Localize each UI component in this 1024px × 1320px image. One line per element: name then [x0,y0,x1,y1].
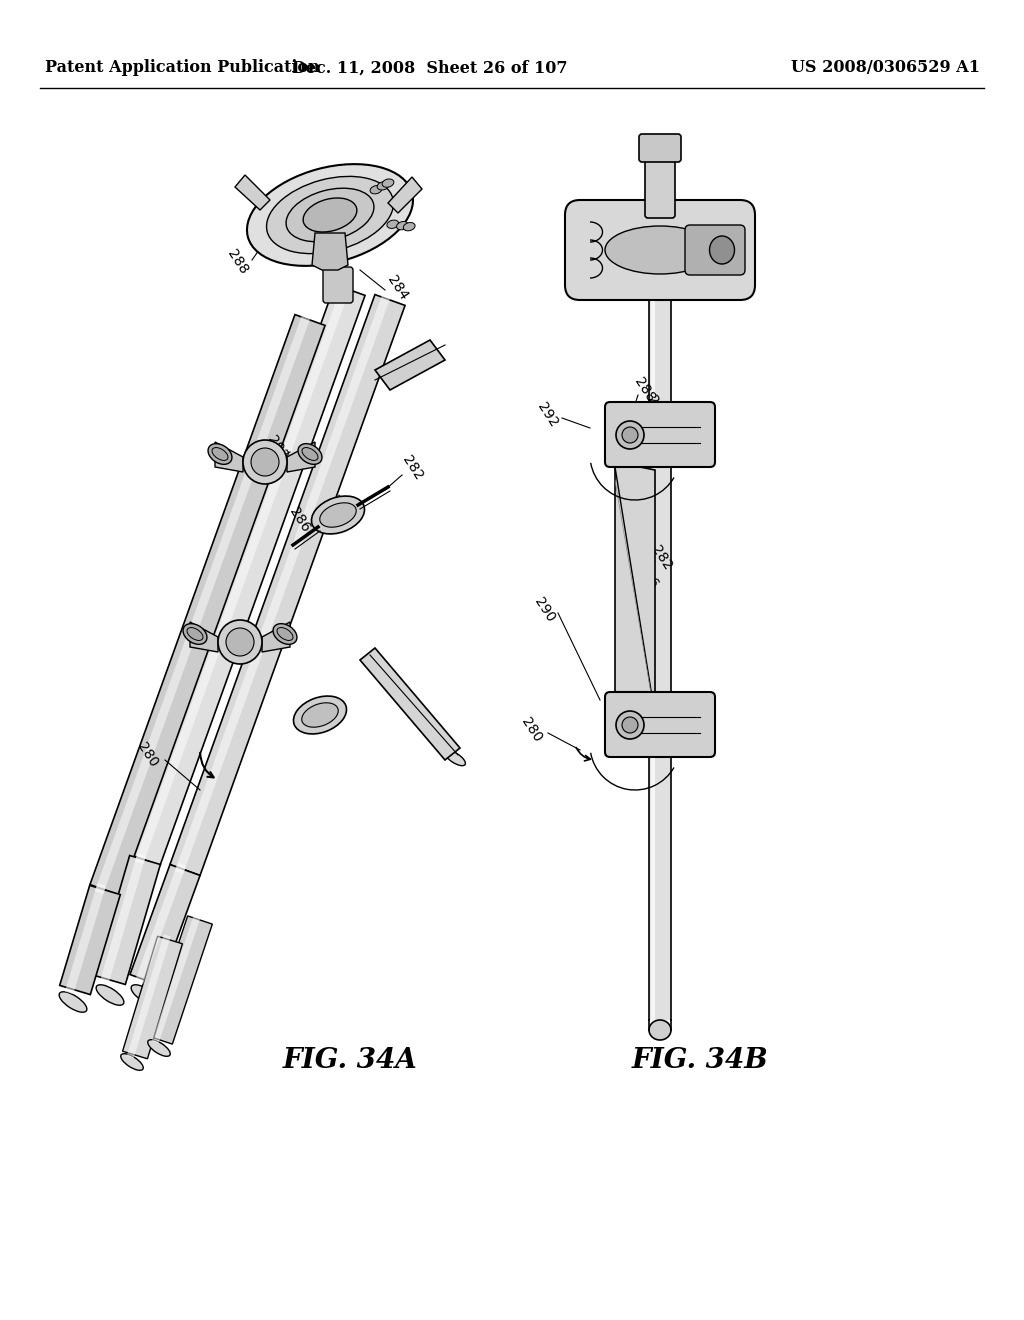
Ellipse shape [303,198,357,232]
Polygon shape [312,234,348,271]
Polygon shape [388,177,422,213]
Circle shape [616,421,644,449]
Ellipse shape [370,186,382,194]
Text: FIG. 34B: FIG. 34B [632,1047,768,1073]
Text: FIG. 34A: FIG. 34A [283,1047,418,1073]
Ellipse shape [286,189,374,242]
Text: 282: 282 [400,453,426,483]
Ellipse shape [387,220,398,228]
Polygon shape [234,176,270,210]
Ellipse shape [311,496,365,535]
Polygon shape [287,442,315,473]
Ellipse shape [302,447,318,461]
Ellipse shape [212,447,228,461]
Circle shape [622,426,638,444]
Text: 292: 292 [535,400,561,430]
Text: 292: 292 [265,433,291,463]
Circle shape [243,440,287,484]
Ellipse shape [444,750,465,766]
Text: 282: 282 [649,543,675,573]
Circle shape [616,711,644,739]
Ellipse shape [96,985,124,1006]
Ellipse shape [208,444,232,465]
Ellipse shape [273,623,297,644]
Text: 286: 286 [635,561,662,591]
Ellipse shape [396,222,409,230]
Ellipse shape [131,985,159,1006]
FancyBboxPatch shape [323,267,353,304]
Text: 284: 284 [385,273,411,302]
Circle shape [251,447,279,477]
Text: 280: 280 [519,715,545,744]
Text: US 2008/0306529 A1: US 2008/0306529 A1 [791,59,980,77]
FancyBboxPatch shape [605,403,715,467]
FancyBboxPatch shape [605,692,715,756]
Polygon shape [90,314,325,895]
Circle shape [622,717,638,733]
Ellipse shape [302,702,338,727]
Text: 290: 290 [531,595,558,624]
Polygon shape [130,285,365,866]
Ellipse shape [710,236,734,264]
Polygon shape [147,916,212,1044]
Polygon shape [130,865,200,986]
Ellipse shape [298,444,322,465]
Polygon shape [360,648,460,760]
Polygon shape [170,294,406,875]
FancyBboxPatch shape [645,157,675,218]
Text: 286: 286 [287,506,313,535]
Polygon shape [615,462,655,719]
Text: 284: 284 [645,393,671,422]
Ellipse shape [183,623,207,644]
Text: 290: 290 [327,494,353,523]
Ellipse shape [276,627,293,640]
Ellipse shape [247,164,413,265]
Ellipse shape [319,503,356,527]
Ellipse shape [605,226,715,275]
FancyBboxPatch shape [639,135,681,162]
Polygon shape [123,936,182,1059]
Ellipse shape [266,177,393,253]
Ellipse shape [377,182,389,190]
Polygon shape [190,622,218,652]
Text: Dec. 11, 2008  Sheet 26 of 107: Dec. 11, 2008 Sheet 26 of 107 [292,59,567,77]
Ellipse shape [294,696,346,734]
Circle shape [226,628,254,656]
FancyBboxPatch shape [565,201,755,300]
Text: 288: 288 [225,247,251,277]
Text: Patent Application Publication: Patent Application Publication [45,59,319,77]
Text: 288: 288 [632,375,658,405]
Ellipse shape [121,1053,143,1071]
Ellipse shape [59,991,87,1012]
Ellipse shape [649,1020,671,1040]
Polygon shape [262,622,290,652]
Polygon shape [215,442,243,473]
Polygon shape [59,886,121,994]
FancyBboxPatch shape [685,224,745,275]
Polygon shape [94,855,161,985]
Bar [649,285,671,1020]
Ellipse shape [382,180,394,187]
Ellipse shape [187,627,203,640]
Ellipse shape [403,223,415,231]
Text: 280: 280 [135,741,161,770]
Ellipse shape [147,1040,170,1056]
Circle shape [218,620,262,664]
Polygon shape [375,341,445,389]
